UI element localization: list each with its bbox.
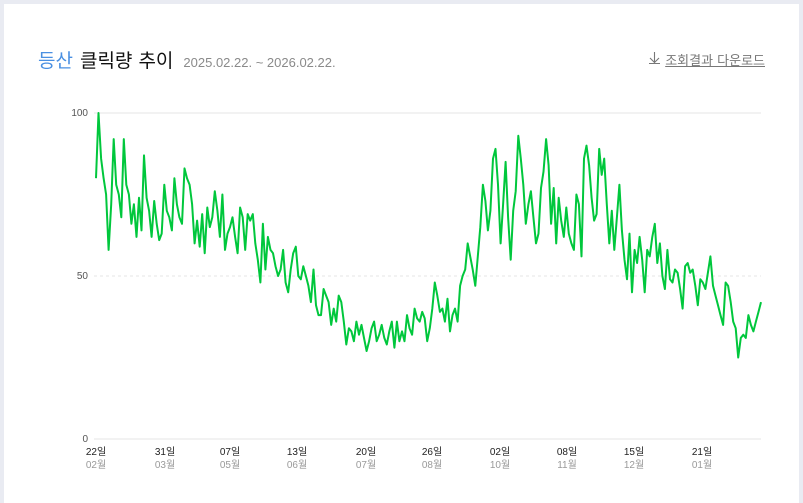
x-tick-month: 08월 [422, 459, 442, 471]
x-tick-day: 22일 [86, 446, 106, 458]
x-tick-day: 21일 [692, 446, 712, 458]
x-tick-day: 31일 [155, 446, 175, 458]
x-tick-month: 05월 [220, 459, 240, 471]
y-tick-label: 50 [77, 271, 89, 282]
x-tick-month: 11월 [557, 459, 577, 471]
date-range: 2025.02.22. ~ 2026.02.22. [183, 55, 336, 70]
chart-grid [94, 112, 761, 440]
download-results-button[interactable]: 조회결과 다운로드 [649, 50, 765, 69]
chart-header: 등산 클릭량 추이 2025.02.22. ~ 2026.02.22. [38, 46, 336, 76]
x-tick-day: 13일 [287, 446, 307, 458]
click-trend-line[interactable] [95, 112, 762, 359]
x-tick-day: 15일 [624, 446, 644, 458]
y-tick-label: 100 [71, 108, 88, 119]
x-tick-day: 08일 [557, 446, 577, 458]
x-tick-month: 01월 [692, 459, 712, 471]
x-tick-month: 02월 [86, 459, 106, 471]
download-arrow-icon [649, 51, 661, 68]
x-tick-month: 07월 [356, 459, 376, 471]
x-tick-day: 07일 [220, 446, 240, 458]
x-axis: 22일02월31일03월07일05월13일06월20일07월26일08월02일1… [86, 446, 712, 471]
x-tick-month: 03월 [155, 459, 175, 471]
x-tick-month: 06월 [287, 459, 307, 471]
x-tick-day: 02일 [490, 446, 510, 458]
keyword-title: 등산 [38, 50, 73, 72]
x-tick-month: 12월 [624, 459, 644, 471]
chart-title: 클릭량 추이 [79, 50, 174, 72]
download-label: 조회결과 다운로드 [665, 54, 765, 69]
y-tick-label: 0 [82, 434, 88, 445]
x-tick-day: 26일 [422, 446, 442, 458]
y-axis: 0 50 100 [71, 108, 88, 445]
x-tick-month: 10월 [490, 459, 510, 471]
x-tick-day: 20일 [356, 446, 376, 458]
